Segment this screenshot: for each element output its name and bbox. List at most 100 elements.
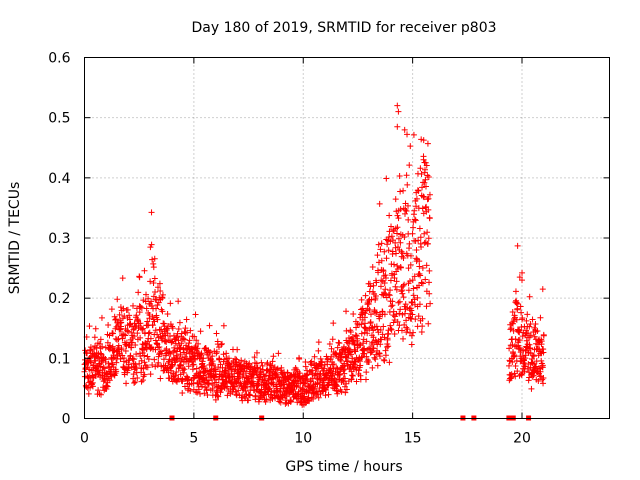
data-point bbox=[168, 339, 175, 346]
data-point bbox=[423, 303, 430, 310]
data-point bbox=[518, 309, 525, 316]
data-point bbox=[155, 344, 162, 351]
data-point bbox=[154, 284, 161, 291]
data-point bbox=[119, 275, 126, 282]
data-point bbox=[376, 353, 383, 360]
data-point bbox=[392, 196, 399, 203]
data-point bbox=[150, 279, 157, 286]
data-point bbox=[120, 305, 127, 312]
data-point bbox=[278, 382, 285, 389]
data-point bbox=[141, 352, 148, 359]
data-point bbox=[176, 319, 183, 326]
data-point bbox=[194, 345, 201, 352]
data-point bbox=[382, 352, 389, 359]
data-point bbox=[401, 310, 408, 317]
data-point bbox=[534, 327, 541, 334]
data-point bbox=[137, 303, 144, 310]
data-point bbox=[399, 311, 406, 318]
data-point bbox=[538, 357, 545, 364]
data-point bbox=[370, 345, 377, 352]
data-point bbox=[519, 269, 526, 276]
data-point bbox=[375, 269, 382, 276]
data-point bbox=[194, 380, 201, 387]
data-point bbox=[394, 224, 401, 231]
data-point bbox=[411, 296, 418, 303]
data-point bbox=[403, 208, 410, 215]
data-point bbox=[290, 379, 297, 386]
data-point bbox=[345, 345, 352, 352]
data-point bbox=[386, 292, 393, 299]
data-point bbox=[397, 264, 404, 271]
data-point bbox=[409, 230, 416, 237]
data-point bbox=[395, 299, 402, 306]
data-point bbox=[392, 283, 399, 290]
data-point bbox=[268, 362, 275, 369]
data-point bbox=[532, 364, 539, 371]
data-point bbox=[173, 334, 180, 341]
data-point bbox=[209, 385, 216, 392]
data-point bbox=[391, 330, 398, 337]
y-tick-label: 0.6 bbox=[48, 51, 70, 67]
data-point bbox=[117, 326, 124, 333]
data-point bbox=[258, 359, 265, 366]
data-point bbox=[401, 303, 408, 310]
chart-title: Day 180 of 2019, SRMTID for receiver p80… bbox=[191, 20, 496, 36]
data-point bbox=[191, 355, 198, 362]
data-point bbox=[328, 345, 335, 352]
data-point bbox=[223, 350, 230, 357]
data-point bbox=[137, 353, 144, 360]
data-point bbox=[420, 137, 427, 144]
data-point bbox=[375, 241, 382, 248]
data-point bbox=[537, 314, 544, 321]
data-point bbox=[509, 309, 516, 316]
data-point bbox=[198, 350, 205, 357]
data-point bbox=[417, 165, 424, 172]
data-point bbox=[201, 363, 208, 370]
data-point bbox=[381, 357, 388, 364]
data-point bbox=[330, 361, 337, 368]
data-point bbox=[412, 237, 419, 244]
data-point bbox=[213, 350, 220, 357]
data-point bbox=[144, 353, 151, 360]
data-point bbox=[158, 326, 165, 333]
data-point bbox=[524, 311, 531, 318]
data-point bbox=[98, 351, 105, 358]
data-point bbox=[418, 170, 425, 177]
data-point bbox=[246, 392, 253, 399]
data-point bbox=[215, 393, 222, 400]
data-point bbox=[358, 296, 365, 303]
data-point bbox=[532, 320, 539, 327]
data-point bbox=[92, 325, 99, 332]
data-point bbox=[419, 280, 426, 287]
data-point bbox=[398, 327, 405, 334]
data-point bbox=[222, 367, 229, 374]
data-point bbox=[406, 162, 413, 169]
data-point bbox=[212, 396, 219, 403]
data-point bbox=[275, 373, 282, 380]
data-point bbox=[397, 239, 404, 246]
data-point bbox=[185, 363, 192, 370]
data-point bbox=[360, 340, 367, 347]
data-point bbox=[358, 330, 365, 337]
data-point bbox=[180, 335, 187, 342]
data-point bbox=[149, 256, 156, 263]
data-point bbox=[159, 337, 166, 344]
data-point bbox=[153, 305, 160, 312]
data-point bbox=[410, 329, 417, 336]
data-point bbox=[422, 176, 429, 183]
data-point bbox=[387, 277, 394, 284]
data-point bbox=[397, 206, 404, 213]
data-point bbox=[270, 353, 277, 360]
data-point bbox=[134, 374, 141, 381]
data-point bbox=[424, 140, 431, 147]
data-point bbox=[130, 302, 137, 309]
data-point bbox=[526, 341, 533, 348]
data-point bbox=[141, 267, 148, 274]
data-point bbox=[194, 389, 201, 396]
data-point bbox=[195, 386, 202, 393]
data-point bbox=[310, 395, 317, 402]
data-point bbox=[141, 371, 148, 378]
data-point bbox=[223, 378, 230, 385]
data-point bbox=[119, 335, 126, 342]
